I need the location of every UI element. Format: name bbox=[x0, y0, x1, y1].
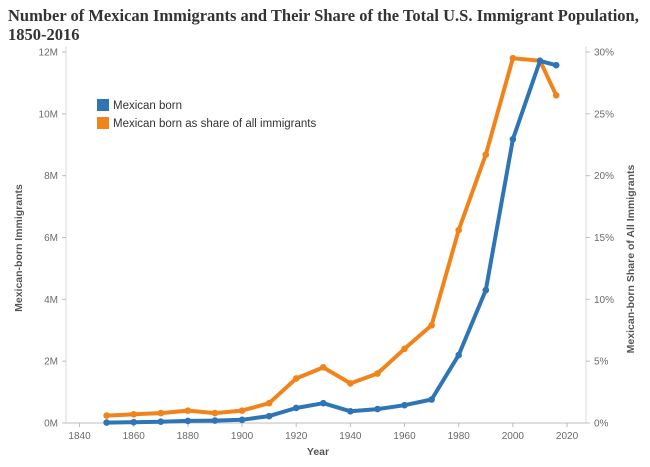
data-point-mexican-born bbox=[319, 399, 327, 407]
data-point-share bbox=[103, 412, 110, 419]
data-point-share bbox=[184, 407, 192, 414]
x-tick-label: 1980 bbox=[448, 431, 471, 442]
data-point-share bbox=[265, 399, 273, 407]
y-tick-label: 6M bbox=[44, 233, 58, 244]
data-point-mexican-born bbox=[238, 416, 246, 424]
x-tick-label: 1860 bbox=[123, 431, 146, 442]
y2-tick-label: 25% bbox=[594, 109, 614, 120]
y-axis-ticks: 0M 2M 4M 6M 8M 10M 12M bbox=[39, 48, 66, 430]
y2-tick-label: 15% bbox=[594, 233, 614, 244]
y-tick-label: 12M bbox=[39, 48, 58, 59]
data-point-mexican-born bbox=[401, 401, 408, 409]
data-point-mexican-born bbox=[482, 286, 490, 294]
data-point-share bbox=[292, 375, 300, 382]
y2-axis-ticks: 0% 5% 10% 15% 20% 25% 30% bbox=[586, 48, 614, 430]
data-point-share bbox=[319, 364, 327, 371]
data-point-mexican-born bbox=[455, 351, 463, 359]
legend-swatch-share bbox=[97, 117, 109, 129]
x-tick-label: 1900 bbox=[231, 431, 254, 442]
data-point-share bbox=[211, 409, 219, 417]
legend-label-mexican-born: Mexican born bbox=[113, 100, 182, 112]
data-point-share bbox=[130, 411, 138, 418]
data-point-share bbox=[482, 151, 490, 158]
data-point-share bbox=[509, 54, 517, 62]
data-point-mexican-born bbox=[103, 419, 110, 426]
data-point-share bbox=[552, 91, 560, 99]
data-point-share bbox=[455, 226, 463, 234]
y2-tick-label: 30% bbox=[594, 48, 614, 59]
data-point-mexican-born bbox=[428, 396, 435, 403]
data-point-share bbox=[157, 409, 165, 417]
data-point-mexican-born bbox=[374, 405, 381, 413]
y2-tick-label: 5% bbox=[594, 357, 609, 368]
data-point-mexican-born bbox=[211, 417, 219, 424]
y2-tick-label: 10% bbox=[594, 295, 614, 306]
data-point-share bbox=[347, 380, 354, 387]
y-tick-label: 4M bbox=[44, 295, 58, 306]
data-point-mexican-born bbox=[265, 412, 273, 420]
x-tick-label: 2000 bbox=[502, 431, 525, 442]
y2-tick-label: 20% bbox=[594, 171, 614, 182]
series-line-mexican-born bbox=[104, 58, 559, 425]
legend-swatch-mexican-born bbox=[97, 99, 109, 111]
legend-label-share: Mexican born as share of all immigrants bbox=[113, 118, 316, 130]
y-tick-label: 2M bbox=[44, 357, 58, 368]
y-tick-label: 8M bbox=[44, 171, 58, 182]
y-tick-label: 10M bbox=[39, 109, 58, 120]
data-point-share bbox=[374, 370, 381, 377]
data-point-mexican-born bbox=[552, 61, 560, 69]
data-point-mexican-born bbox=[509, 135, 517, 143]
legend: Mexican born Mexican born as share of al… bbox=[97, 99, 316, 130]
y2-tick-label: 0% bbox=[594, 419, 609, 430]
chart-title: Number of Mexican Immigrants and Their S… bbox=[8, 6, 639, 44]
x-axis-title: Year bbox=[307, 446, 329, 458]
data-point-mexican-born bbox=[292, 404, 300, 412]
x-tick-label: 1960 bbox=[393, 431, 416, 442]
data-point-mexican-born bbox=[184, 417, 192, 425]
data-point-share bbox=[238, 407, 246, 414]
data-point-mexican-born bbox=[157, 418, 165, 426]
y2-axis-title: Mexican-born Share of All Immigrants bbox=[625, 165, 637, 354]
x-tick-label: 1840 bbox=[68, 431, 91, 442]
data-point-mexican-born bbox=[347, 408, 354, 415]
y-axis-title: Mexican-born Immigrants bbox=[13, 184, 25, 312]
y-tick-label: 0M bbox=[44, 419, 58, 430]
series-line-share bbox=[104, 56, 559, 418]
x-tick-label: 1920 bbox=[285, 431, 308, 442]
data-point-share bbox=[401, 345, 408, 353]
data-point-share bbox=[428, 322, 435, 329]
x-tick-label: 1940 bbox=[339, 431, 362, 442]
data-point-mexican-born bbox=[536, 57, 544, 65]
x-tick-label: 1880 bbox=[177, 431, 200, 442]
x-tick-label: 2020 bbox=[556, 431, 579, 442]
series-layer bbox=[103, 54, 560, 426]
x-axis-ticks: 1840 1860 1880 1900 1920 1940 1960 1980 2000 2020 bbox=[68, 423, 579, 442]
data-point-mexican-born bbox=[130, 418, 138, 426]
